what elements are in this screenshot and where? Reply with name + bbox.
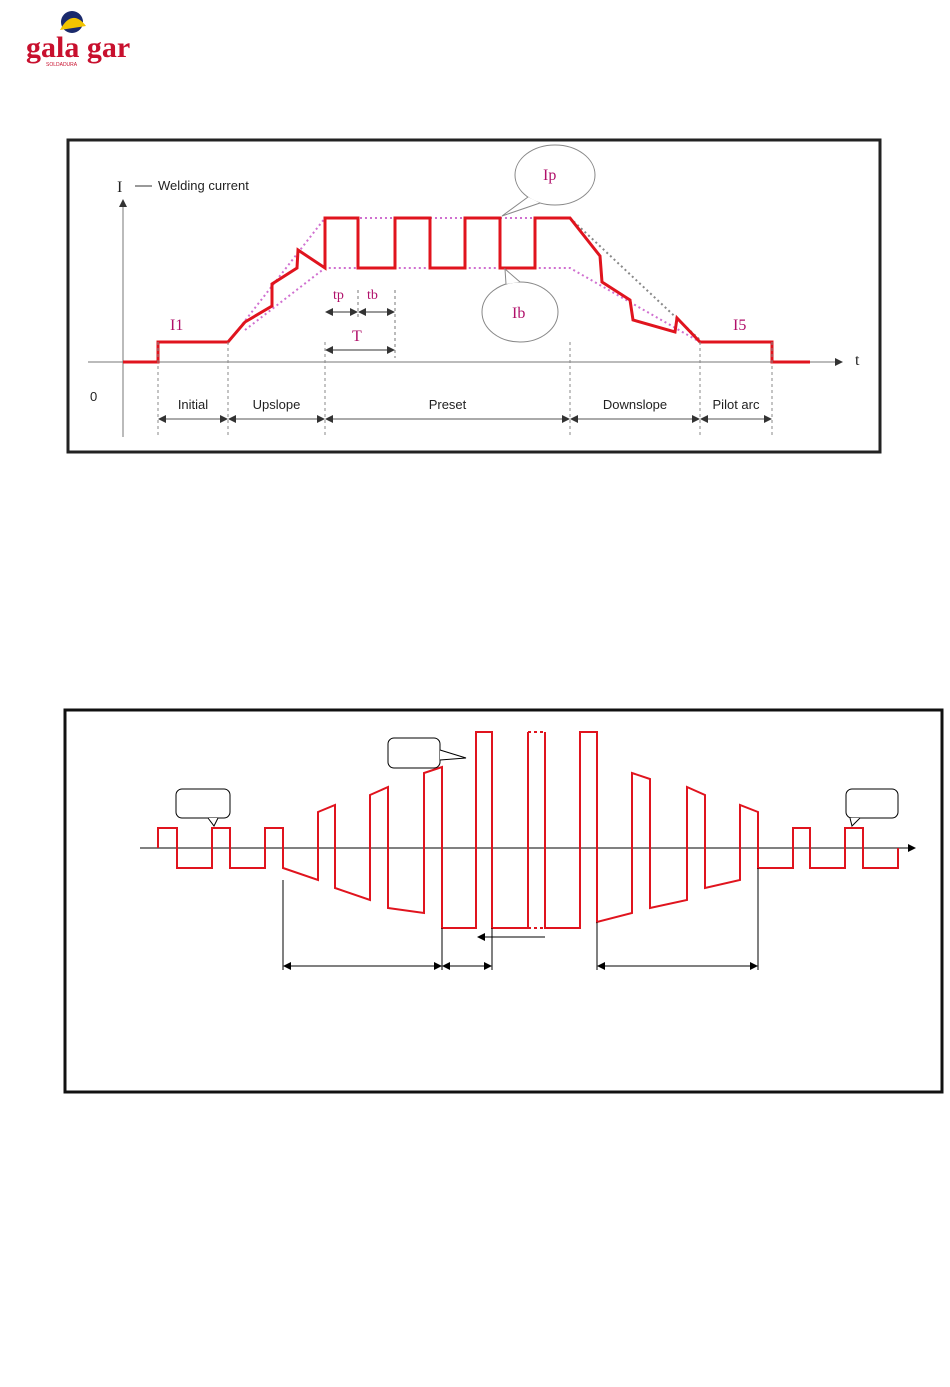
time-label: t xyxy=(855,352,860,369)
phase-label: Upslope xyxy=(253,397,301,412)
axis-label: I xyxy=(117,179,122,196)
peak-time: tp xyxy=(333,288,344,303)
figure-pulse-sequence xyxy=(63,708,944,1094)
callout-tail xyxy=(504,267,521,285)
final-current: I5 xyxy=(733,317,746,334)
phase-label: Initial xyxy=(178,397,208,412)
callout-tail xyxy=(439,749,467,761)
legend: Welding current xyxy=(158,178,249,193)
envelope xyxy=(244,267,701,343)
logo-tagline: SOLDADURA xyxy=(46,62,78,68)
dimensions xyxy=(282,868,759,970)
pulse-waveform xyxy=(157,731,510,929)
phase-label: Pilot arc xyxy=(713,397,760,412)
envelope xyxy=(229,217,326,341)
logo-name: gala gar xyxy=(26,31,130,64)
phase-label: Preset xyxy=(429,397,467,412)
callout-tail xyxy=(207,817,219,827)
welding-current xyxy=(123,216,810,364)
callout xyxy=(175,788,231,819)
peak-current: Ip xyxy=(543,167,556,184)
figure-frame xyxy=(63,708,944,1094)
base-time: tb xyxy=(367,288,378,303)
figure-frame xyxy=(66,138,882,454)
pulse-waveform xyxy=(510,732,529,929)
phase-label: Downslope xyxy=(603,397,667,412)
period: T xyxy=(352,328,362,345)
base-current: Ib xyxy=(512,305,525,322)
callout xyxy=(845,788,899,819)
callout-tail xyxy=(501,196,541,217)
logo: gala gar SOLDADURA xyxy=(26,11,130,68)
callout-tail xyxy=(849,817,861,827)
logo-icon xyxy=(60,17,86,30)
callout xyxy=(514,144,596,206)
initial-current: I1 xyxy=(170,317,183,334)
origin-label: 0 xyxy=(90,389,97,404)
figure-pulse-cycle: I Welding current t 0 Ip Ib I1 I5 tp tb … xyxy=(66,138,882,454)
callout xyxy=(387,737,441,769)
pulse-waveform xyxy=(544,731,899,929)
